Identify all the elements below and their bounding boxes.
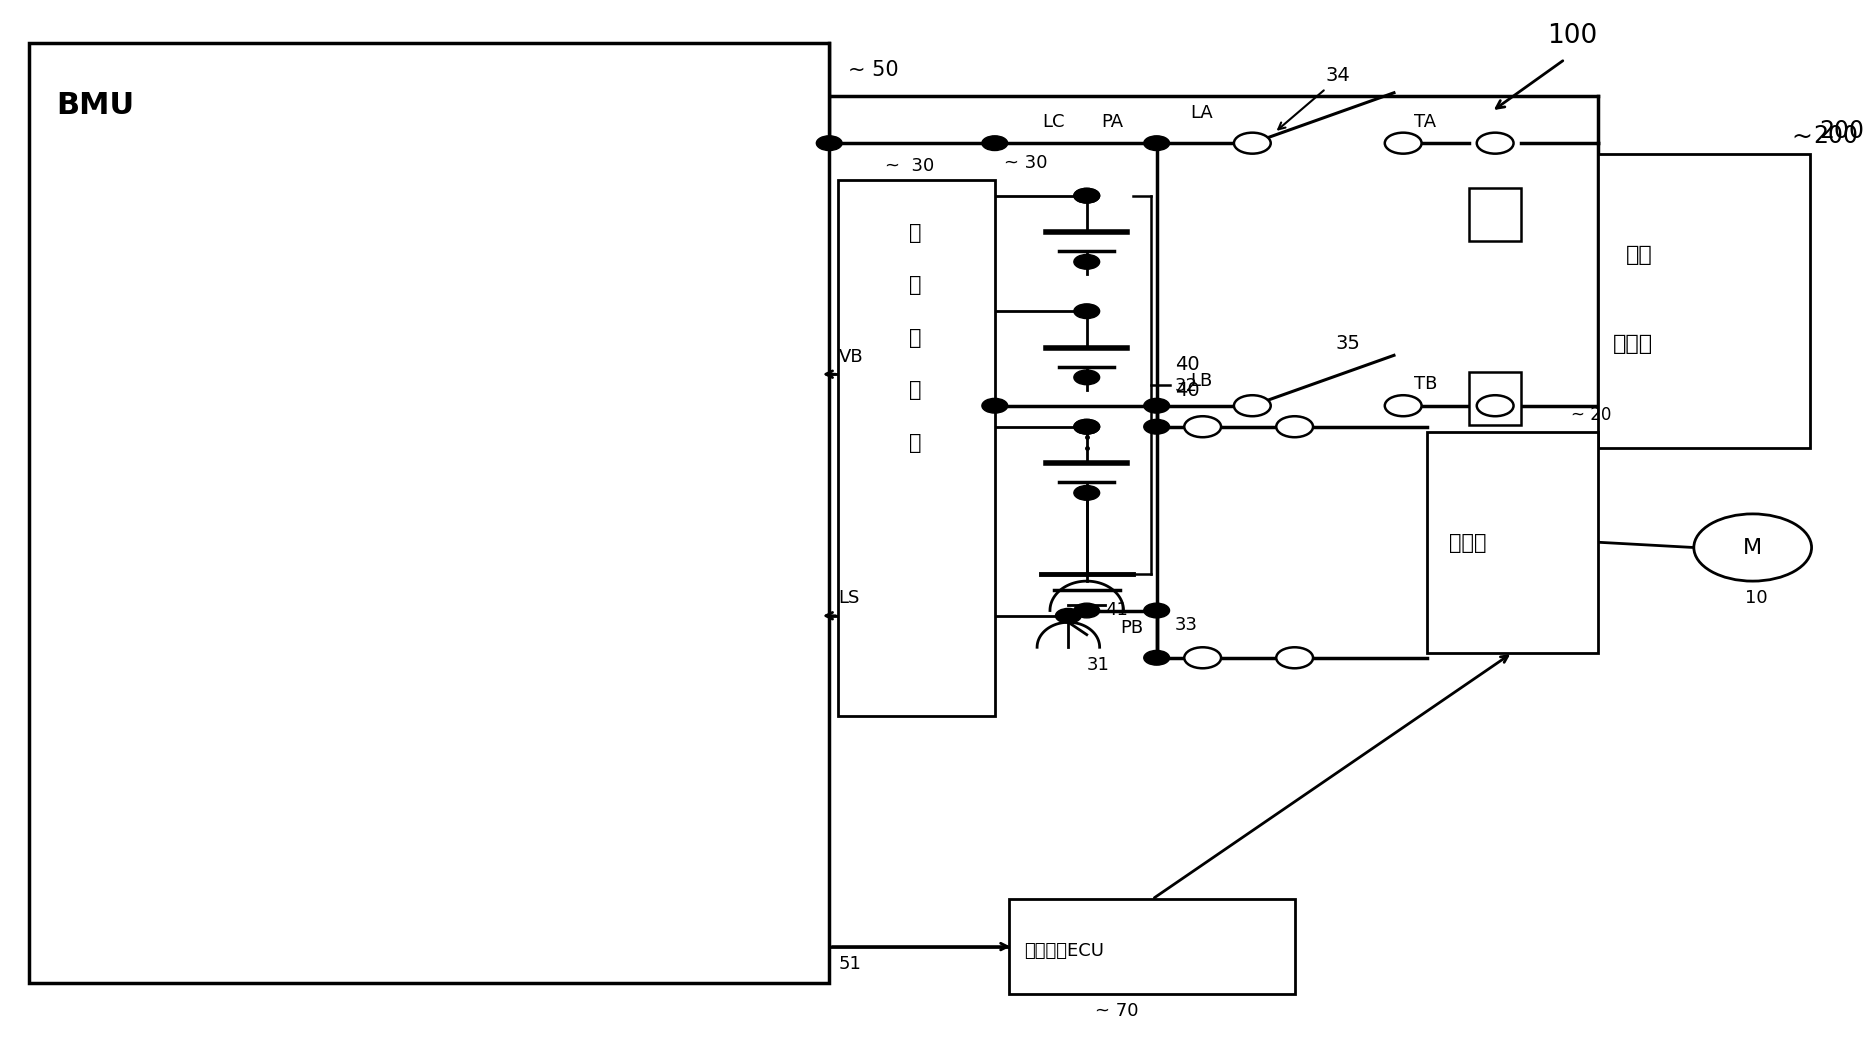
Bar: [1470, 188, 1520, 241]
Circle shape: [1073, 370, 1100, 384]
Text: ~ 30: ~ 30: [1004, 154, 1047, 172]
Text: 31: 31: [1086, 656, 1109, 674]
Circle shape: [1184, 648, 1221, 669]
Circle shape: [1275, 416, 1313, 437]
Circle shape: [1144, 136, 1169, 151]
Circle shape: [1073, 188, 1100, 203]
Circle shape: [1184, 416, 1221, 437]
Text: PB: PB: [1120, 619, 1143, 637]
Text: PA: PA: [1101, 113, 1124, 131]
Circle shape: [1073, 304, 1100, 319]
Circle shape: [1073, 419, 1100, 434]
Text: 100: 100: [1546, 23, 1597, 48]
Text: 33: 33: [1174, 616, 1199, 634]
Text: ~ 20: ~ 20: [1571, 405, 1610, 423]
Text: 行驶控制ECU: 行驶控制ECU: [1025, 942, 1103, 960]
Text: ~ 70: ~ 70: [1096, 1002, 1139, 1020]
Circle shape: [1073, 255, 1100, 270]
Circle shape: [1055, 609, 1081, 623]
Circle shape: [1073, 485, 1100, 500]
Circle shape: [1073, 188, 1100, 203]
Bar: [1599, 154, 1810, 448]
Bar: [838, 180, 995, 716]
Text: 压: 压: [909, 276, 922, 296]
Circle shape: [1386, 395, 1421, 416]
Circle shape: [817, 136, 842, 151]
Text: ~  30: ~ 30: [885, 157, 935, 175]
Circle shape: [1234, 395, 1272, 416]
Text: 200: 200: [1814, 124, 1859, 148]
Text: TB: TB: [1414, 375, 1438, 393]
Text: M: M: [1743, 537, 1762, 557]
Text: 51: 51: [838, 955, 862, 973]
Circle shape: [1477, 395, 1513, 416]
Text: VB: VB: [838, 347, 864, 365]
Circle shape: [1073, 419, 1100, 434]
Text: TA: TA: [1414, 113, 1436, 131]
Text: 逆变器: 逆变器: [1449, 533, 1487, 553]
Text: 34: 34: [1326, 66, 1350, 85]
Text: 传: 传: [909, 327, 922, 347]
Circle shape: [982, 136, 1008, 151]
Text: 40: 40: [1174, 355, 1201, 374]
Text: 充电器: 充电器: [1614, 334, 1653, 354]
Bar: [1427, 432, 1599, 653]
Text: 器: 器: [909, 433, 922, 453]
Text: 40: 40: [1174, 381, 1201, 400]
Text: 电: 电: [909, 223, 922, 243]
Circle shape: [1144, 603, 1169, 618]
Circle shape: [1144, 398, 1169, 413]
Circle shape: [982, 398, 1008, 413]
Circle shape: [1144, 651, 1169, 665]
Text: LA: LA: [1189, 104, 1212, 122]
Circle shape: [1275, 648, 1313, 669]
Text: 车外: 车外: [1625, 245, 1653, 265]
Bar: [28, 43, 828, 984]
Text: 41: 41: [1105, 601, 1128, 619]
Text: 35: 35: [1335, 334, 1359, 353]
Text: LB: LB: [1189, 372, 1212, 390]
Circle shape: [1073, 603, 1100, 618]
Text: ~ 50: ~ 50: [847, 60, 898, 80]
Circle shape: [1144, 419, 1169, 434]
Bar: [1470, 372, 1520, 424]
Text: 200: 200: [1820, 119, 1864, 143]
Text: 10: 10: [1745, 590, 1767, 608]
Circle shape: [1477, 133, 1513, 154]
Circle shape: [1386, 133, 1421, 154]
Text: LC: LC: [1043, 113, 1066, 131]
Circle shape: [1234, 133, 1272, 154]
Text: LS: LS: [838, 590, 860, 608]
Circle shape: [1694, 514, 1812, 581]
Text: 感: 感: [909, 380, 922, 400]
Bar: [1010, 899, 1294, 994]
Text: 32: 32: [1174, 377, 1199, 395]
Text: BMU: BMU: [56, 91, 135, 120]
Text: ~: ~: [1791, 124, 1812, 148]
